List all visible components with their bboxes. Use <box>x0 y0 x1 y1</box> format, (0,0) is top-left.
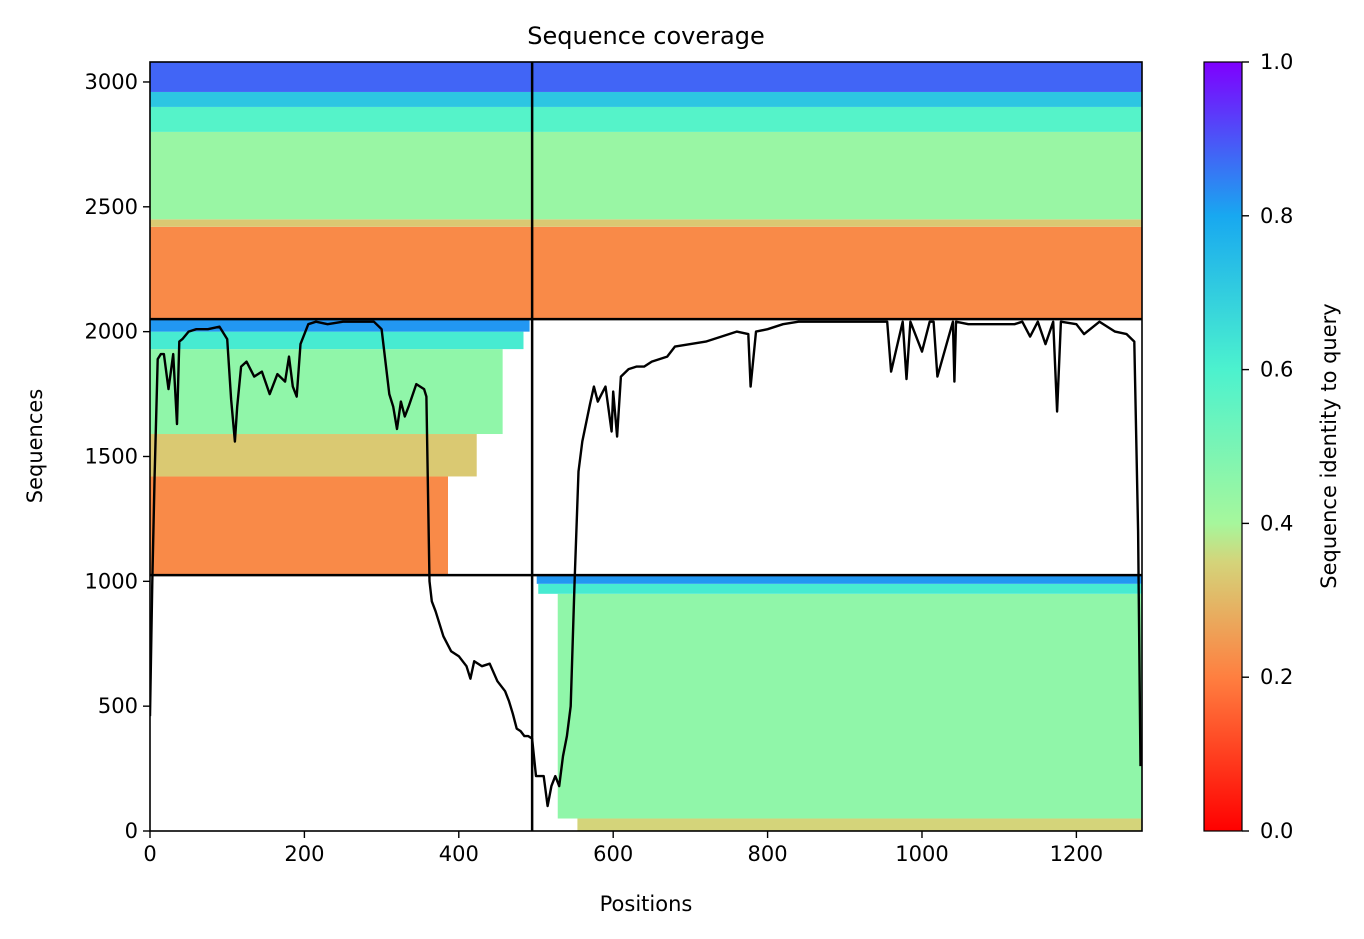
block-boundaries <box>150 62 1142 831</box>
x-tick-label-1000: 1000 <box>895 842 948 866</box>
colorbar <box>1203 61 1243 832</box>
heatmap-band-2-2 <box>150 131 1142 220</box>
y-axis-ticks: 0 500 1000 1500 2000 2500 3000 <box>85 70 150 843</box>
heatmap-band-1-0 <box>577 818 1142 831</box>
colorbar-tick-label-4: 0.8 <box>1260 204 1293 228</box>
plot-frame <box>149 61 1143 832</box>
y-tick-label-500: 500 <box>98 694 138 718</box>
y-tick-label-2000: 2000 <box>85 320 138 344</box>
chart-title: Sequence coverage <box>527 22 764 50</box>
y-tick-label-2500: 2500 <box>85 195 138 219</box>
heatmap-band-2-0 <box>150 226 1142 320</box>
y-tick-label-1500: 1500 <box>85 444 138 468</box>
heatmap-band-2-5 <box>150 62 1142 92</box>
heatmap-band-0-4 <box>150 319 530 332</box>
heatmap-band-2-4 <box>150 91 1142 107</box>
colorbar-ticks: 0.0 0.2 0.4 0.6 0.8 1.0 <box>1242 50 1293 843</box>
heatmap-band-0-2 <box>150 349 503 435</box>
coverage-line-layer <box>150 320 1142 808</box>
heatmap-band-1-1 <box>557 593 1142 819</box>
colorbar-tick-label-5: 1.0 <box>1260 50 1293 74</box>
heatmap-band-0-1 <box>150 434 477 477</box>
x-tick-label-1200: 1200 <box>1050 842 1103 866</box>
coverage-line <box>150 320 1142 808</box>
y-tick-label-0: 0 <box>125 819 138 843</box>
colorbar-tick-label-1: 0.2 <box>1260 665 1293 689</box>
colorbar-tick-label-0: 0.0 <box>1260 819 1293 843</box>
heatmap-band-2-1 <box>150 219 1142 227</box>
heatmap-band-1-2 <box>538 583 1142 594</box>
x-tick-label-0: 0 <box>143 842 156 866</box>
heatmap-band-0-0 <box>150 476 448 576</box>
y-tick-label-3000: 3000 <box>85 70 138 94</box>
x-axis-title: Positions <box>600 892 693 916</box>
colorbar-tick-label-3: 0.6 <box>1260 358 1293 382</box>
x-tick-label-400: 400 <box>439 842 479 866</box>
colorbar-title: Sequence identity to query <box>1317 303 1341 588</box>
heatmap-band-1-3 <box>536 575 1142 584</box>
x-axis-ticks: 0 200 400 600 800 1000 1200 <box>143 831 1103 866</box>
coverage-heatmap <box>150 62 1142 831</box>
y-axis-title: Sequences <box>23 389 47 504</box>
heatmap-band-2-3 <box>150 106 1142 132</box>
x-tick-label-200: 200 <box>284 842 324 866</box>
x-tick-label-800: 800 <box>748 842 788 866</box>
x-tick-label-600: 600 <box>593 842 633 866</box>
y-tick-label-1000: 1000 <box>85 569 138 593</box>
colorbar-tick-label-2: 0.4 <box>1260 511 1293 535</box>
heatmap-band-0-3 <box>150 331 524 350</box>
